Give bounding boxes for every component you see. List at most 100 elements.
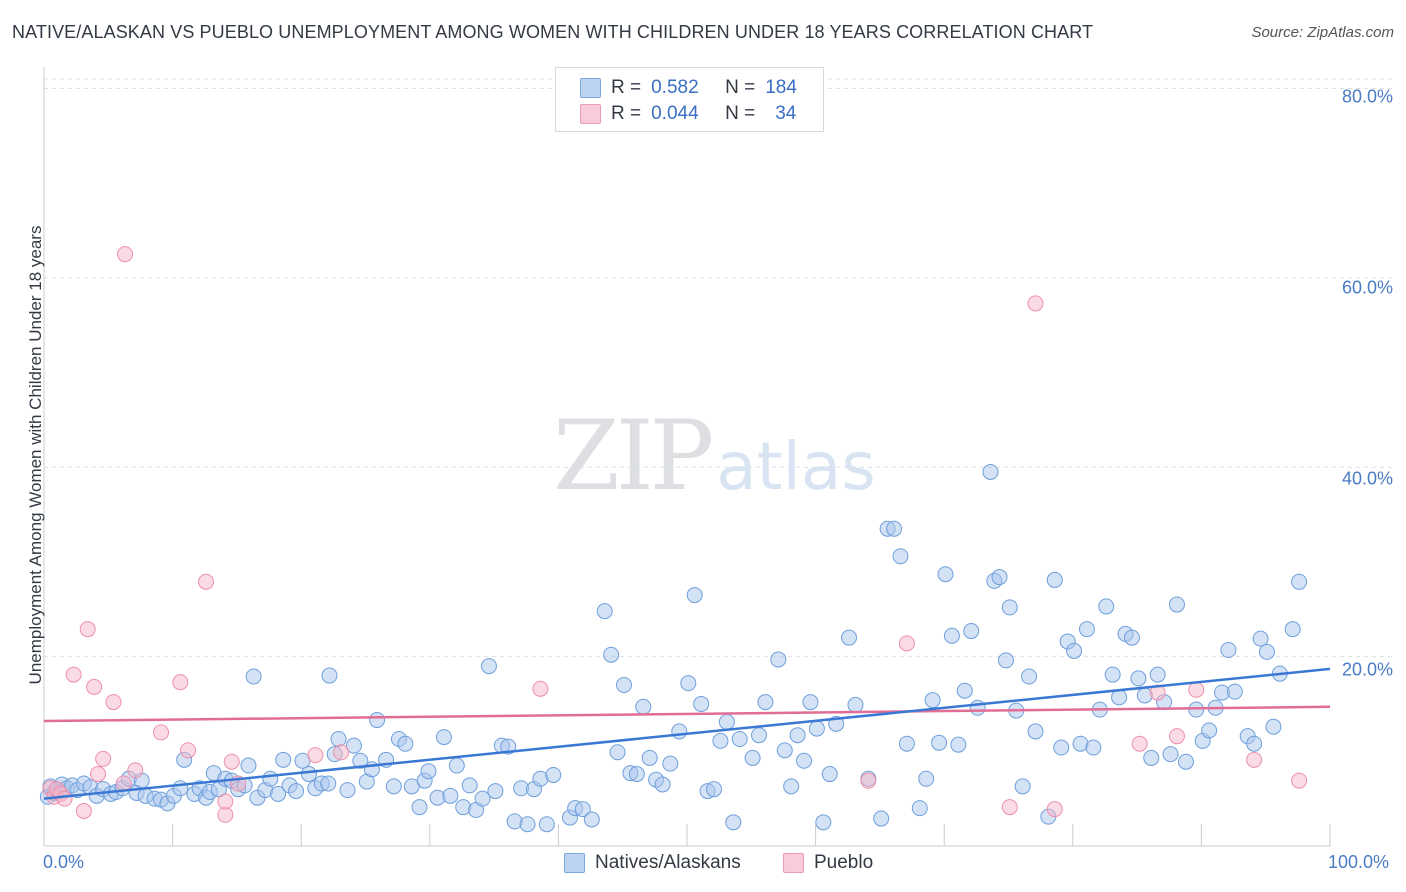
natives-point [615,677,632,694]
natives-point [420,763,437,780]
natives-point [538,816,555,833]
natives-point [1078,621,1095,638]
pueblo-point [860,772,877,789]
natives-point [1226,683,1243,700]
natives-point [1188,701,1205,718]
natives-point [924,692,941,709]
natives-point [654,776,671,793]
natives-point [1252,630,1269,647]
natives-point [583,811,600,828]
natives-point [1046,571,1063,588]
natives-point [770,651,787,668]
natives-point [1201,722,1218,739]
natives-point [898,735,915,752]
natives-point [712,732,729,749]
pueblo-point [217,793,234,810]
pueblo-points [42,246,1308,823]
pueblo-point [1246,751,1263,768]
natives-point [991,569,1008,586]
natives-point [397,735,414,752]
natives-point [442,787,459,804]
pueblo-point [153,724,170,741]
watermark: ZIPatlas [553,400,876,512]
legend-n-value: 184 [765,77,797,98]
pueblo-point [79,621,96,638]
natives-point [1162,746,1179,763]
natives-point [1111,689,1128,706]
natives-point [776,742,793,759]
y-tick-label: 40.0% [1341,468,1393,489]
natives-swatch [580,78,601,98]
pueblo-point [172,674,189,691]
legend-row-pueblo: R = 0.044 N = 34 [556,101,796,127]
natives-point [731,730,748,747]
pueblo-point [1188,681,1205,698]
natives-point [487,783,504,800]
natives-point [321,667,338,684]
natives-point [596,603,613,620]
natives-point [1265,718,1282,735]
natives-point [943,627,960,644]
natives-point [474,790,491,807]
natives-point [1027,723,1044,740]
axes [43,67,1331,847]
natives-point [1001,599,1018,616]
natives-point [480,658,497,675]
natives-point [603,646,620,663]
stats-legend: R = 0.582 N = 184 R = 0.044 N = 34 [555,67,824,132]
natives-point [275,751,292,768]
legend-r-value: 0.582 [651,77,699,98]
y-tick-label: 20.0% [1341,659,1393,680]
natives-point [339,782,356,799]
natives-point [345,737,362,754]
natives-point [892,548,909,565]
trend-lines [43,667,1331,800]
natives-point [725,814,742,831]
legend-row-natives: R = 0.582 N = 184 [556,75,797,101]
natives-point [1258,643,1275,660]
legend-r-label: R = [611,77,642,98]
natives-point [172,780,189,797]
natives-point [1220,641,1237,658]
natives-point [448,757,465,774]
legend-n-label: N = [725,103,756,124]
natives-point [1021,668,1038,685]
y-tick-label: 60.0% [1341,277,1393,298]
pueblo-point [1027,295,1044,312]
natives-point [352,752,369,769]
legend-item-natives[interactable]: Natives/Alaskans [564,852,741,874]
natives-point [789,727,806,744]
natives-point [950,736,967,753]
pueblo-point [117,246,134,263]
natives-point [1143,749,1160,766]
natives-point [821,766,838,783]
pueblo-point [90,766,107,783]
natives-point [1053,739,1070,756]
natives-point [662,755,679,772]
pueblo-swatch [580,104,601,124]
natives-point [937,566,954,583]
natives-point [411,799,428,816]
pueblo-point [333,744,350,761]
y-tick-label: 80.0% [1341,86,1393,107]
pueblo-legend-swatch [783,853,804,873]
chart-title: NATIVE/ALASKAN VS PUEBLO UNEMPLOYMENT AM… [12,22,1094,42]
pueblo-point [1291,772,1308,789]
natives-point [1123,629,1140,646]
natives-point [815,814,832,831]
legend-item-pueblo[interactable]: Pueblo [783,852,873,874]
y-axis-label: Unemployment Among Women with Children U… [26,225,45,685]
pueblo-point [180,742,197,759]
natives-point [288,783,305,800]
natives-point [706,781,723,798]
natives-point [1284,621,1301,638]
natives-point [931,734,948,751]
natives-point [1149,666,1166,683]
gridlines [44,78,1392,658]
legend-n-label: N = [725,77,756,98]
natives-point [1014,778,1031,795]
natives-point [245,668,262,685]
natives-point [969,699,986,716]
pueblo-legend-label: Pueblo [814,852,874,873]
legend-r-value: 0.044 [651,103,699,124]
